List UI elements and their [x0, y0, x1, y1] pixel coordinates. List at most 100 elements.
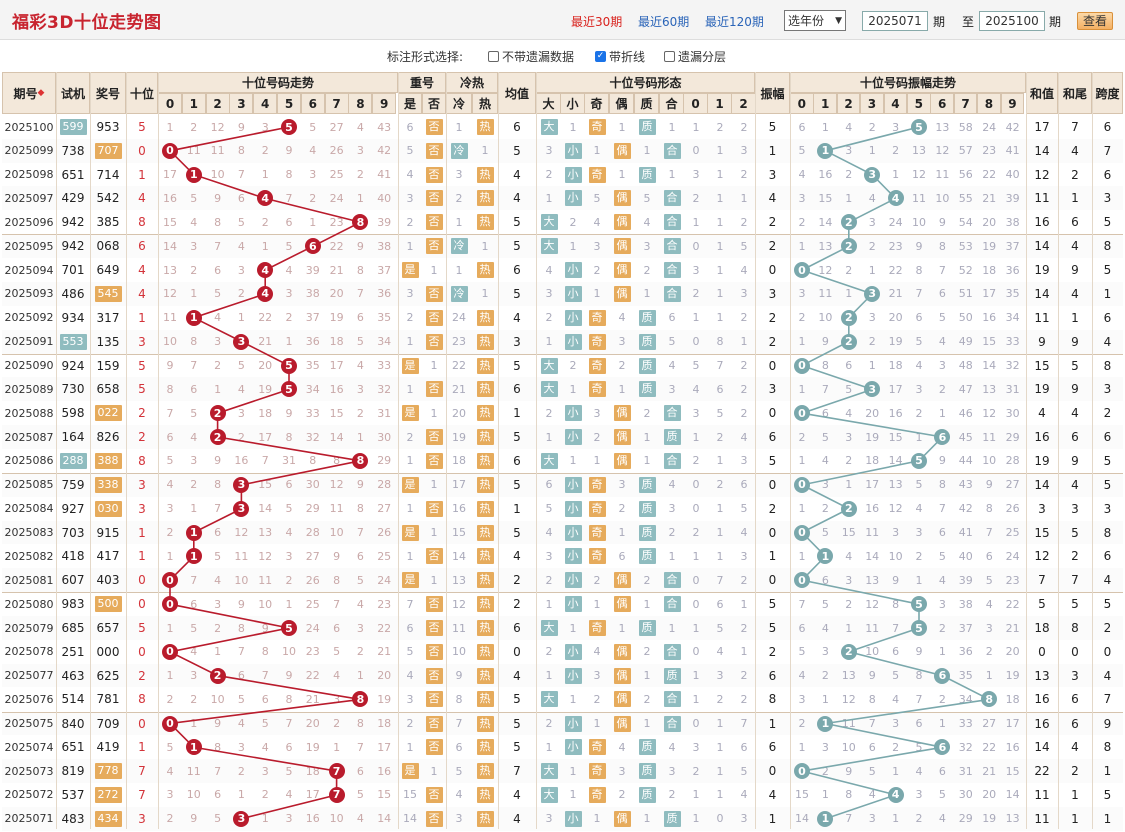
span-cell: 8: [1103, 740, 1112, 755]
repeat-value: 1: [406, 239, 414, 253]
form-value: 1: [643, 812, 651, 826]
amp-miss: 4: [915, 359, 923, 373]
trend-miss: 6: [166, 430, 174, 444]
checkbox-no-miss[interactable]: [488, 51, 499, 62]
repeat-value: 是: [401, 524, 419, 541]
amp-miss: 22: [982, 168, 997, 182]
amp-cell: 0: [768, 406, 777, 421]
hotcold-cell: 8: [446, 687, 472, 711]
form-cell: 奇: [585, 377, 609, 401]
query-button[interactable]: 查看: [1077, 12, 1113, 30]
issue-cell: 2025097: [4, 191, 54, 205]
trend-miss: 40: [377, 191, 392, 205]
amp-miss: 3: [915, 526, 923, 539]
option-polyline[interactable]: ✓ 带折线: [595, 48, 645, 65]
sum-cell: 11: [1034, 787, 1050, 802]
shiji-cell: 685: [56, 616, 90, 640]
trend-miss: 15: [258, 478, 273, 492]
option-miss-layer[interactable]: 遗漏分层: [664, 48, 726, 65]
trend-miss: 9: [237, 120, 245, 134]
form-value: 4: [716, 645, 724, 659]
trend-miss: 8: [285, 168, 293, 182]
trend-miss: 16: [377, 764, 392, 778]
trend-miss: 4: [285, 526, 293, 539]
hotcold-cell: 热: [472, 258, 498, 282]
repeat-cell: 7: [398, 592, 422, 616]
form-value: 1: [716, 717, 724, 730]
option-no-miss[interactable]: 不带遗漏数据: [488, 48, 574, 65]
form-value: 2: [593, 573, 601, 587]
shiji-value: 429: [61, 191, 85, 206]
amp-miss: 13: [865, 573, 880, 587]
trend-miss: 12: [210, 120, 225, 134]
form-value: 奇: [588, 166, 606, 183]
form-cell: 1: [708, 497, 732, 521]
amp-miss: 24: [1005, 549, 1020, 563]
period-link-60[interactable]: 最近60期: [638, 15, 690, 29]
form-cell: 2: [684, 282, 708, 306]
span-cell: 4: [1103, 334, 1112, 349]
amp-miss: 38: [1005, 215, 1020, 229]
trend-miss: 14: [163, 239, 177, 253]
tail-cell: 6: [1071, 716, 1079, 731]
hotcold-cell: 热: [472, 449, 498, 473]
amp-miss: 37: [958, 621, 973, 635]
span-cell: 3: [1103, 501, 1112, 516]
form-value: 2: [618, 359, 626, 373]
shiji-cell: 288: [56, 449, 90, 473]
header-issue[interactable]: 期号 ◆: [2, 72, 56, 114]
tail-cell: 3: [1071, 501, 1079, 516]
year-select[interactable]: 选年份 ▼: [784, 10, 846, 31]
form-value: 大: [540, 357, 558, 374]
shiji-cell: 599: [56, 115, 90, 139]
amp-miss: 23: [888, 239, 903, 253]
hotcold-cell: 冷: [446, 234, 472, 258]
repeat-cell: 否: [422, 807, 446, 831]
amp-miss: 2: [821, 669, 829, 683]
repeat-cell: 否: [422, 616, 446, 640]
form-value: 2: [545, 311, 553, 325]
trend-miss: 2: [190, 263, 198, 277]
amp-miss: 11: [818, 287, 833, 301]
repeat-cell: 否: [422, 544, 446, 568]
amp-miss: 5: [985, 573, 993, 587]
checkbox-polyline[interactable]: ✓: [595, 51, 606, 62]
form-cell: 3: [708, 664, 732, 688]
trend-miss: 10: [186, 788, 201, 802]
shiwei-cell: 4: [138, 263, 146, 278]
span-cell: 5: [1103, 215, 1112, 230]
shiji-value: 598: [61, 406, 85, 421]
trend-miss: 8: [285, 430, 293, 444]
period-link-30[interactable]: 最近30期: [571, 15, 623, 29]
form-value: 1: [740, 597, 748, 611]
hotcold-value: 24: [452, 311, 466, 325]
trend-ball: 2: [209, 667, 226, 684]
from-qi-label: 期: [933, 15, 946, 29]
form-cell: 2: [732, 354, 756, 378]
column-divider: [126, 72, 127, 829]
repeat-cell: 否: [422, 139, 446, 163]
shiji-value: 537: [61, 787, 85, 802]
from-issue-input[interactable]: 2025071: [862, 11, 928, 31]
form-cell: 1: [610, 115, 634, 139]
option-polyline-label: 带折线: [609, 50, 646, 64]
form-cell: 奇: [585, 616, 609, 640]
period-link-120[interactable]: 最近120期: [705, 15, 764, 29]
trend-miss: 15: [163, 215, 177, 229]
amp-miss: 12: [841, 692, 856, 706]
jianghao-value: 953: [96, 120, 120, 134]
trend-miss: 36: [377, 287, 392, 301]
trend-ball: 2: [209, 405, 226, 422]
amp-miss: 9: [938, 215, 946, 229]
amp-miss: 7: [892, 621, 900, 635]
form-cell: 1: [537, 425, 561, 449]
hotcold-value: 18: [452, 454, 466, 468]
form-value: 5: [692, 359, 700, 373]
form-value: 偶: [613, 691, 631, 708]
to-issue-input[interactable]: 2025100: [979, 11, 1045, 31]
checkbox-miss-layer[interactable]: [664, 51, 675, 62]
form-value: 质: [638, 763, 656, 780]
shiji-value: 819: [61, 764, 85, 779]
header-trend-digit: 1: [181, 93, 206, 114]
trend-miss: 24: [305, 621, 320, 635]
